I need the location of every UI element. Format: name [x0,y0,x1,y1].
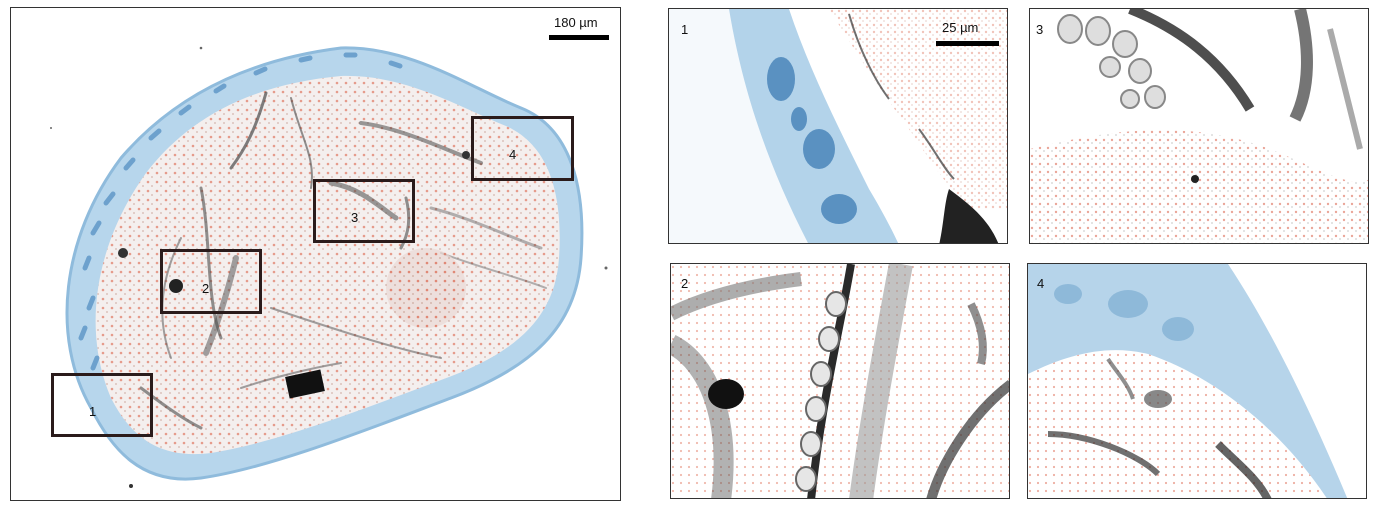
overview-tissue-image [50,46,608,488]
zoom-panel-3-image [1030,9,1368,243]
roi-label-2: 2 [202,281,210,296]
zoom-panel-4-label: 4 [1037,276,1045,291]
roi-label-3: 3 [351,210,359,225]
roi-box-2 [160,249,262,314]
roi-box-3 [313,179,415,243]
zoom-panel-1: 1 25 µm [668,8,1008,244]
roi-label-1: 1 [89,404,97,419]
overview-scalebar [549,35,609,40]
zoom-panel-3-label: 3 [1036,22,1044,37]
zoom-panel-4-image [1028,264,1366,498]
zoom-panel-2: 2 [670,263,1010,499]
zoom-panel-2-label: 2 [681,276,689,291]
zoom-panel-1-label: 1 [681,22,689,37]
zoom-panel-4: 4 [1027,263,1367,499]
zoom-panel-3: 3 [1029,8,1369,244]
roi-box-4 [471,116,574,181]
overview-scalebar-label: 180 µm [554,15,598,30]
roi-box-1 [51,373,153,437]
zoom-panel-2-image [671,264,1009,498]
zoom-panel-1-image [669,9,1007,243]
zoom-panel-1-scalebar [936,41,999,46]
zoom-panel-1-scalebar-label: 25 µm [942,20,979,35]
overview-panel: 180 µm 1 2 3 4 [10,7,621,501]
roi-label-4: 4 [509,147,517,162]
